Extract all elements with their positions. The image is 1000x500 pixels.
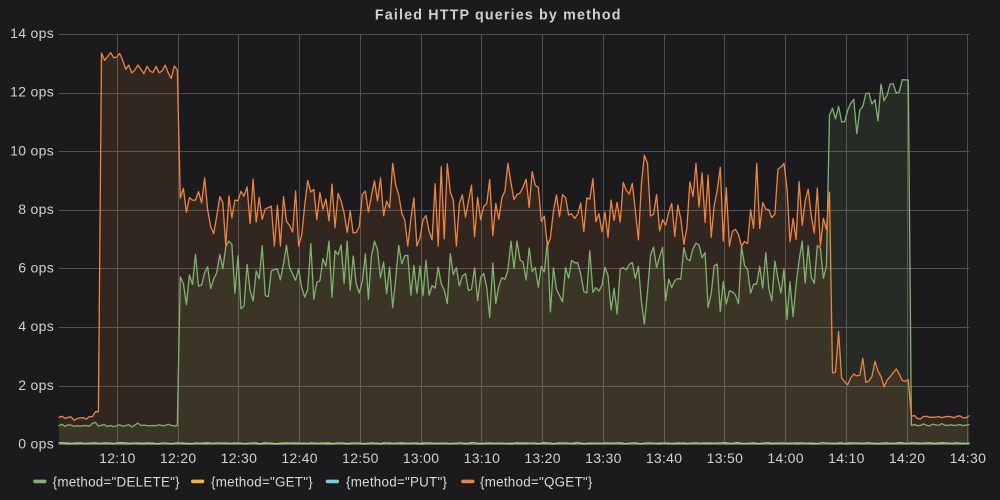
svg-text:{method="GET"}: {method="GET"} [211, 475, 313, 490]
svg-text:13:10: 13:10 [464, 450, 501, 466]
svg-text:13:30: 13:30 [585, 450, 622, 466]
svg-text:12:50: 12:50 [342, 450, 379, 466]
svg-text:{method="DELETE"}: {method="DELETE"} [53, 475, 181, 490]
svg-text:13:20: 13:20 [524, 450, 561, 466]
svg-text:13:40: 13:40 [646, 450, 683, 466]
svg-text:0 ops: 0 ops [18, 436, 54, 452]
svg-text:{method="QGET"}: {method="QGET"} [480, 475, 593, 490]
svg-text:Failed HTTP queries by method: Failed HTTP queries by method [375, 7, 622, 23]
svg-text:4 ops: 4 ops [18, 318, 54, 334]
svg-text:6 ops: 6 ops [18, 260, 54, 276]
svg-text:12:40: 12:40 [281, 450, 318, 466]
svg-text:13:00: 13:00 [403, 450, 440, 466]
svg-text:14:10: 14:10 [828, 450, 865, 466]
svg-text:12 ops: 12 ops [10, 84, 54, 100]
svg-text:12:20: 12:20 [160, 450, 197, 466]
svg-text:2 ops: 2 ops [18, 377, 54, 393]
svg-text:14:20: 14:20 [889, 450, 926, 466]
svg-text:14 ops: 14 ops [10, 25, 54, 41]
svg-text:13:50: 13:50 [707, 450, 744, 466]
svg-text:14:30: 14:30 [950, 450, 987, 466]
svg-text:10 ops: 10 ops [10, 142, 54, 158]
svg-text:12:10: 12:10 [99, 450, 136, 466]
svg-text:{method="PUT"}: {method="PUT"} [346, 475, 447, 490]
svg-text:12:30: 12:30 [221, 450, 258, 466]
svg-text:14:00: 14:00 [767, 450, 804, 466]
svg-text:8 ops: 8 ops [18, 201, 54, 217]
